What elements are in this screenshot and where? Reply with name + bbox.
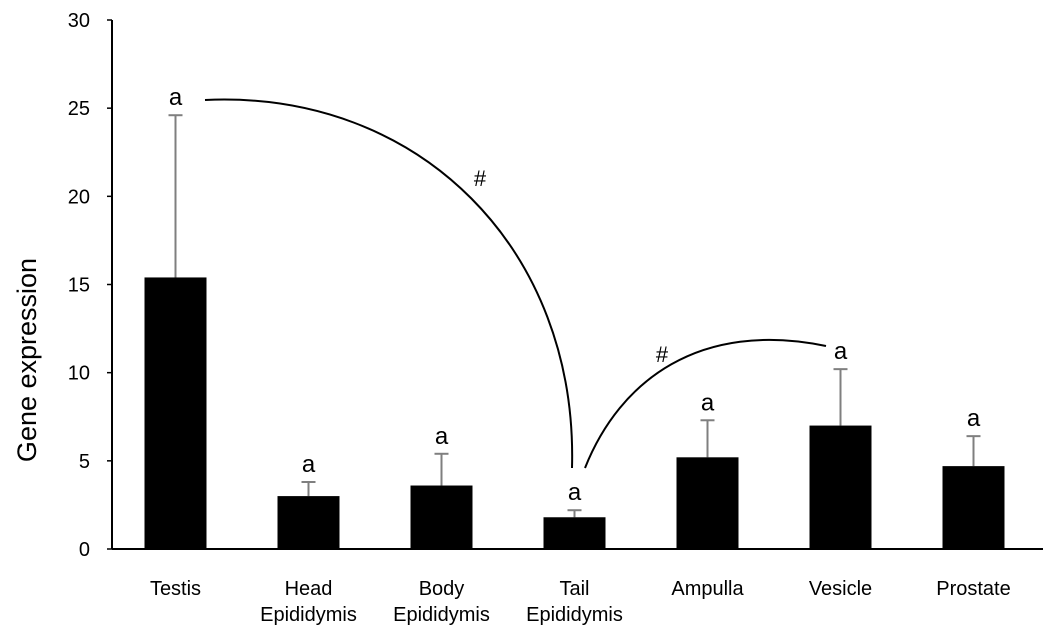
comparison-arc bbox=[204, 98, 574, 469]
y-tick-label: 30 bbox=[68, 10, 90, 32]
comparison-arc bbox=[584, 338, 827, 469]
significance-letter: a bbox=[967, 405, 981, 432]
x-tick-label: Tail Epididymis bbox=[526, 578, 623, 626]
y-axis-label: Gene expression bbox=[12, 258, 42, 462]
significance-letter: a bbox=[701, 389, 715, 416]
significance-letter: a bbox=[435, 423, 449, 450]
y-tick-label: 15 bbox=[68, 275, 90, 297]
bar bbox=[543, 517, 606, 549]
significance-letter: a bbox=[169, 84, 183, 111]
annotation: # bbox=[656, 342, 669, 367]
x-tick-label: Ampulla bbox=[671, 578, 744, 600]
y-tick-label: 5 bbox=[79, 451, 90, 473]
significance-letter: a bbox=[302, 451, 316, 478]
y-tick-label: 0 bbox=[79, 539, 90, 561]
x-tick-label: Vesicle bbox=[808, 578, 873, 600]
x-tick-label: Testis bbox=[149, 578, 202, 600]
bar bbox=[809, 425, 872, 549]
y-tick-label: 10 bbox=[68, 363, 90, 385]
bar bbox=[676, 457, 739, 549]
bar bbox=[410, 485, 473, 549]
x-tick-label: Body Epididymis bbox=[393, 578, 490, 626]
y-tick-label: 25 bbox=[68, 98, 90, 120]
bar bbox=[144, 277, 207, 549]
significance-letter: a bbox=[834, 338, 848, 365]
annotation: # bbox=[474, 166, 487, 191]
significance-letter: a bbox=[568, 479, 582, 506]
bar bbox=[942, 466, 1005, 549]
x-tick-label: Head Epididymis bbox=[260, 578, 357, 626]
y-tick-label: 20 bbox=[68, 186, 90, 208]
bar bbox=[277, 496, 340, 549]
x-tick-label: Prostate bbox=[936, 578, 1011, 600]
